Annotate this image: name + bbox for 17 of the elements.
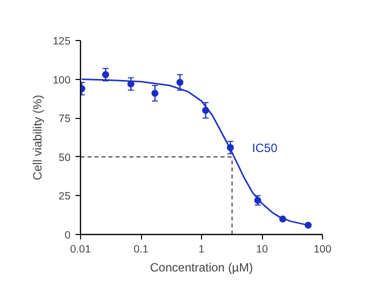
- point: [151, 90, 158, 97]
- x-tick-label: 100: [314, 244, 332, 256]
- y-tick-label: 75: [58, 113, 71, 126]
- x-tick-label: 10: [256, 244, 268, 256]
- y-axis-title: Cell viability (%): [30, 94, 45, 180]
- point: [176, 78, 184, 86]
- y-tick-label: 125: [52, 36, 71, 48]
- annotation: IC50: [252, 140, 278, 155]
- y-tick-label: 100: [52, 74, 71, 86]
- x-tick-label: 0.01: [70, 244, 91, 256]
- point: [102, 71, 110, 78]
- x-tick-label: 1: [198, 244, 205, 256]
- y-tick-label: 0: [64, 230, 71, 242]
- x-tick-label: 0.1: [134, 244, 148, 256]
- x-axis-title: Concentration (µM): [150, 260, 253, 274]
- y-tick-label: 50: [58, 152, 71, 164]
- y-tick-label: 25: [58, 190, 71, 203]
